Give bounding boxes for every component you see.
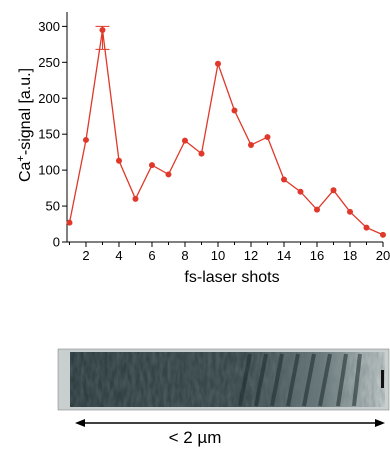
x-tick-label: 10 <box>211 248 225 263</box>
y-axis-title-suffix: -signal [a.u.] <box>17 68 34 155</box>
data-point <box>82 136 89 143</box>
data-point <box>247 141 254 148</box>
scale-mark <box>381 370 384 388</box>
x-tick-label: 8 <box>181 248 188 263</box>
x-tick-label: 16 <box>310 248 324 263</box>
data-point <box>66 219 73 226</box>
x-axis-title: fs-laser shots <box>184 269 279 286</box>
x-tick-label: 20 <box>376 248 390 263</box>
data-point <box>99 26 106 33</box>
data-point <box>115 157 122 164</box>
data-point <box>132 195 139 202</box>
micrograph-image <box>57 348 390 427</box>
data-point <box>313 206 320 213</box>
scale-arrow <box>75 419 385 427</box>
data-point <box>231 107 238 114</box>
y-axis-title: Ca+-signal [a.u.] <box>15 68 34 182</box>
data-point <box>148 162 155 169</box>
data-point <box>214 60 221 67</box>
micrograph-frame <box>57 348 390 411</box>
x-tick-label: 4 <box>115 248 122 263</box>
data-point <box>297 188 304 195</box>
scale-label: < 2 µm <box>168 428 222 447</box>
data-point <box>264 134 271 141</box>
data-point <box>380 231 386 238</box>
y-tick-label: 250 <box>38 55 60 70</box>
data-point <box>280 176 287 183</box>
data-point <box>346 208 353 215</box>
ripple-stripes <box>238 353 362 407</box>
x-tick-label: 12 <box>244 248 258 263</box>
data-point <box>181 137 188 144</box>
x-tick-label: 14 <box>277 248 291 263</box>
y-axis-title-sup: + <box>15 155 27 161</box>
chart: Ca+-signal [a.u.] fs-laser shots 0 50 100 1… <box>15 12 390 286</box>
y-tick-label: 0 <box>53 235 60 250</box>
y-tick-label: 300 <box>38 19 60 34</box>
data-point <box>330 187 337 194</box>
x-tick-label: 18 <box>343 248 357 263</box>
y-tick-label: 100 <box>38 163 60 178</box>
x-tick-label: 6 <box>148 248 155 263</box>
data-point <box>363 224 370 231</box>
x-tick-label: 2 <box>82 248 89 263</box>
y-tick-label: 200 <box>38 91 60 106</box>
data-point <box>198 150 205 157</box>
y-tick-label: 150 <box>38 127 60 142</box>
y-tick-label: 50 <box>46 199 60 214</box>
data-point <box>165 171 172 178</box>
series-line <box>68 29 384 236</box>
y-axis-title-prefix: Ca <box>17 161 34 182</box>
